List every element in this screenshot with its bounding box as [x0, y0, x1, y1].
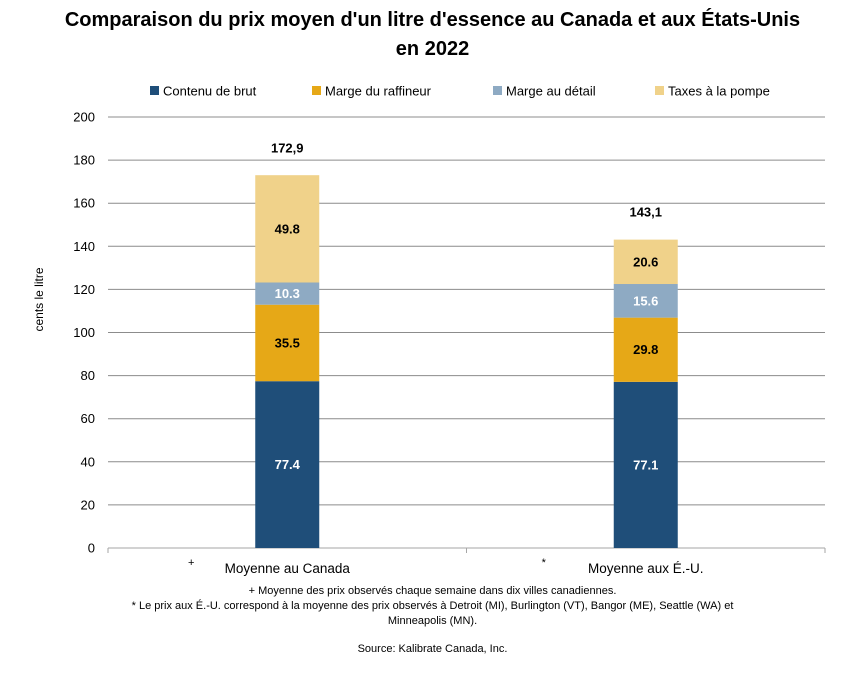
footnote-canada: + Moyenne des prix observés chaque semai… [248, 585, 617, 597]
y-tick-label-200: 200 [73, 110, 95, 125]
chart-title: Comparaison du prix moyen d'un litre d'e… [64, 9, 801, 60]
bar-taxes-a-la-pompe-1 [255, 175, 320, 283]
footnote-us-cont: Minneapolis (MN). [387, 615, 478, 627]
bar-marge-du-raffineur-2 [613, 317, 678, 382]
y-tick-label-0: 0 [88, 541, 95, 556]
legend-label-marge-du-raffineur: Marge du raffineur [325, 84, 432, 99]
legend-swatch-taxes-a-la-pompe [655, 86, 664, 95]
x-tick-marker-1: + [188, 557, 194, 569]
y-tick-label-120: 120 [73, 282, 95, 297]
data-label-marge-au-detail-2: 15.6 [633, 293, 658, 308]
x-tick-label-1: Moyenne au Canada [225, 561, 351, 576]
total-label-1: 172,9 [271, 140, 304, 155]
legend: Contenu de brut Marge du raffineur Marge a… [150, 84, 770, 99]
data-label-contenu-de-brut-1: 77.4 [275, 457, 301, 472]
legend-swatch-contenu-de-brut [150, 86, 159, 95]
x-axis: Moyenne au Canada + Moyenne aux É.-U. * [107, 548, 826, 576]
legend-swatch-marge-au-detail [493, 86, 502, 95]
bar-marge-du-raffineur-1 [255, 304, 320, 382]
y-tick-label-100: 100 [73, 325, 95, 340]
y-tick-label-80: 80 [81, 368, 95, 383]
data-label-marge-du-raffineur-1: 35.5 [275, 335, 300, 350]
gridlines [108, 116, 825, 549]
y-tick-label-180: 180 [73, 153, 95, 168]
legend-label-taxes-a-la-pompe: Taxes à la pompe [668, 84, 770, 99]
y-tick-label-140: 140 [73, 239, 95, 254]
bar-contenu-de-brut-1 [255, 381, 320, 548]
x-tick-marker-2: * [542, 557, 547, 569]
x-tick-label-2: Moyenne aux É.-U. [588, 561, 704, 576]
y-tick-label-40: 40 [81, 454, 95, 469]
data-label-taxes-a-la-pompe-2: 20.6 [633, 254, 658, 269]
source-note: Source: Kalibrate Canada, Inc. [357, 643, 508, 655]
total-label-2: 143,1 [629, 205, 662, 220]
bar-contenu-de-brut-2 [613, 381, 678, 548]
footnotes: + Moyenne des prix observés chaque semai… [60, 584, 805, 629]
data-label-contenu-de-brut-2: 77.1 [633, 457, 658, 472]
y-tick-label-160: 160 [73, 196, 95, 211]
bar-marge-au-detail-2 [613, 284, 678, 318]
y-tick-label-60: 60 [81, 411, 95, 426]
bar-taxes-a-la-pompe-2 [613, 239, 678, 285]
y-tick-label-20: 20 [81, 497, 95, 512]
data-label-taxes-a-la-pompe-1: 49.8 [275, 221, 300, 236]
data-label-marge-du-raffineur-2: 29.8 [633, 342, 658, 357]
legend-swatch-marge-du-raffineur [312, 86, 321, 95]
y-axis: 0 20 40 60 80 100 120 140 160 180 200 cents le litr… [32, 110, 95, 556]
bar-marge-au-detail-1 [255, 282, 320, 305]
y-axis-title: cents le litre [32, 267, 46, 331]
legend-label-marge-au-detail: Marge au détail [506, 84, 596, 99]
footnote-us: * Le prix aux É.-U. correspond à la moye… [131, 600, 734, 612]
bars: 77.4 35.5 10.3 49.8 172,9 77.1 29.8 15.6 20.6 143… [255, 140, 678, 548]
data-label-marge-au-detail-1: 10.3 [275, 286, 300, 301]
legend-label-contenu-de-brut: Contenu de brut [163, 84, 257, 99]
